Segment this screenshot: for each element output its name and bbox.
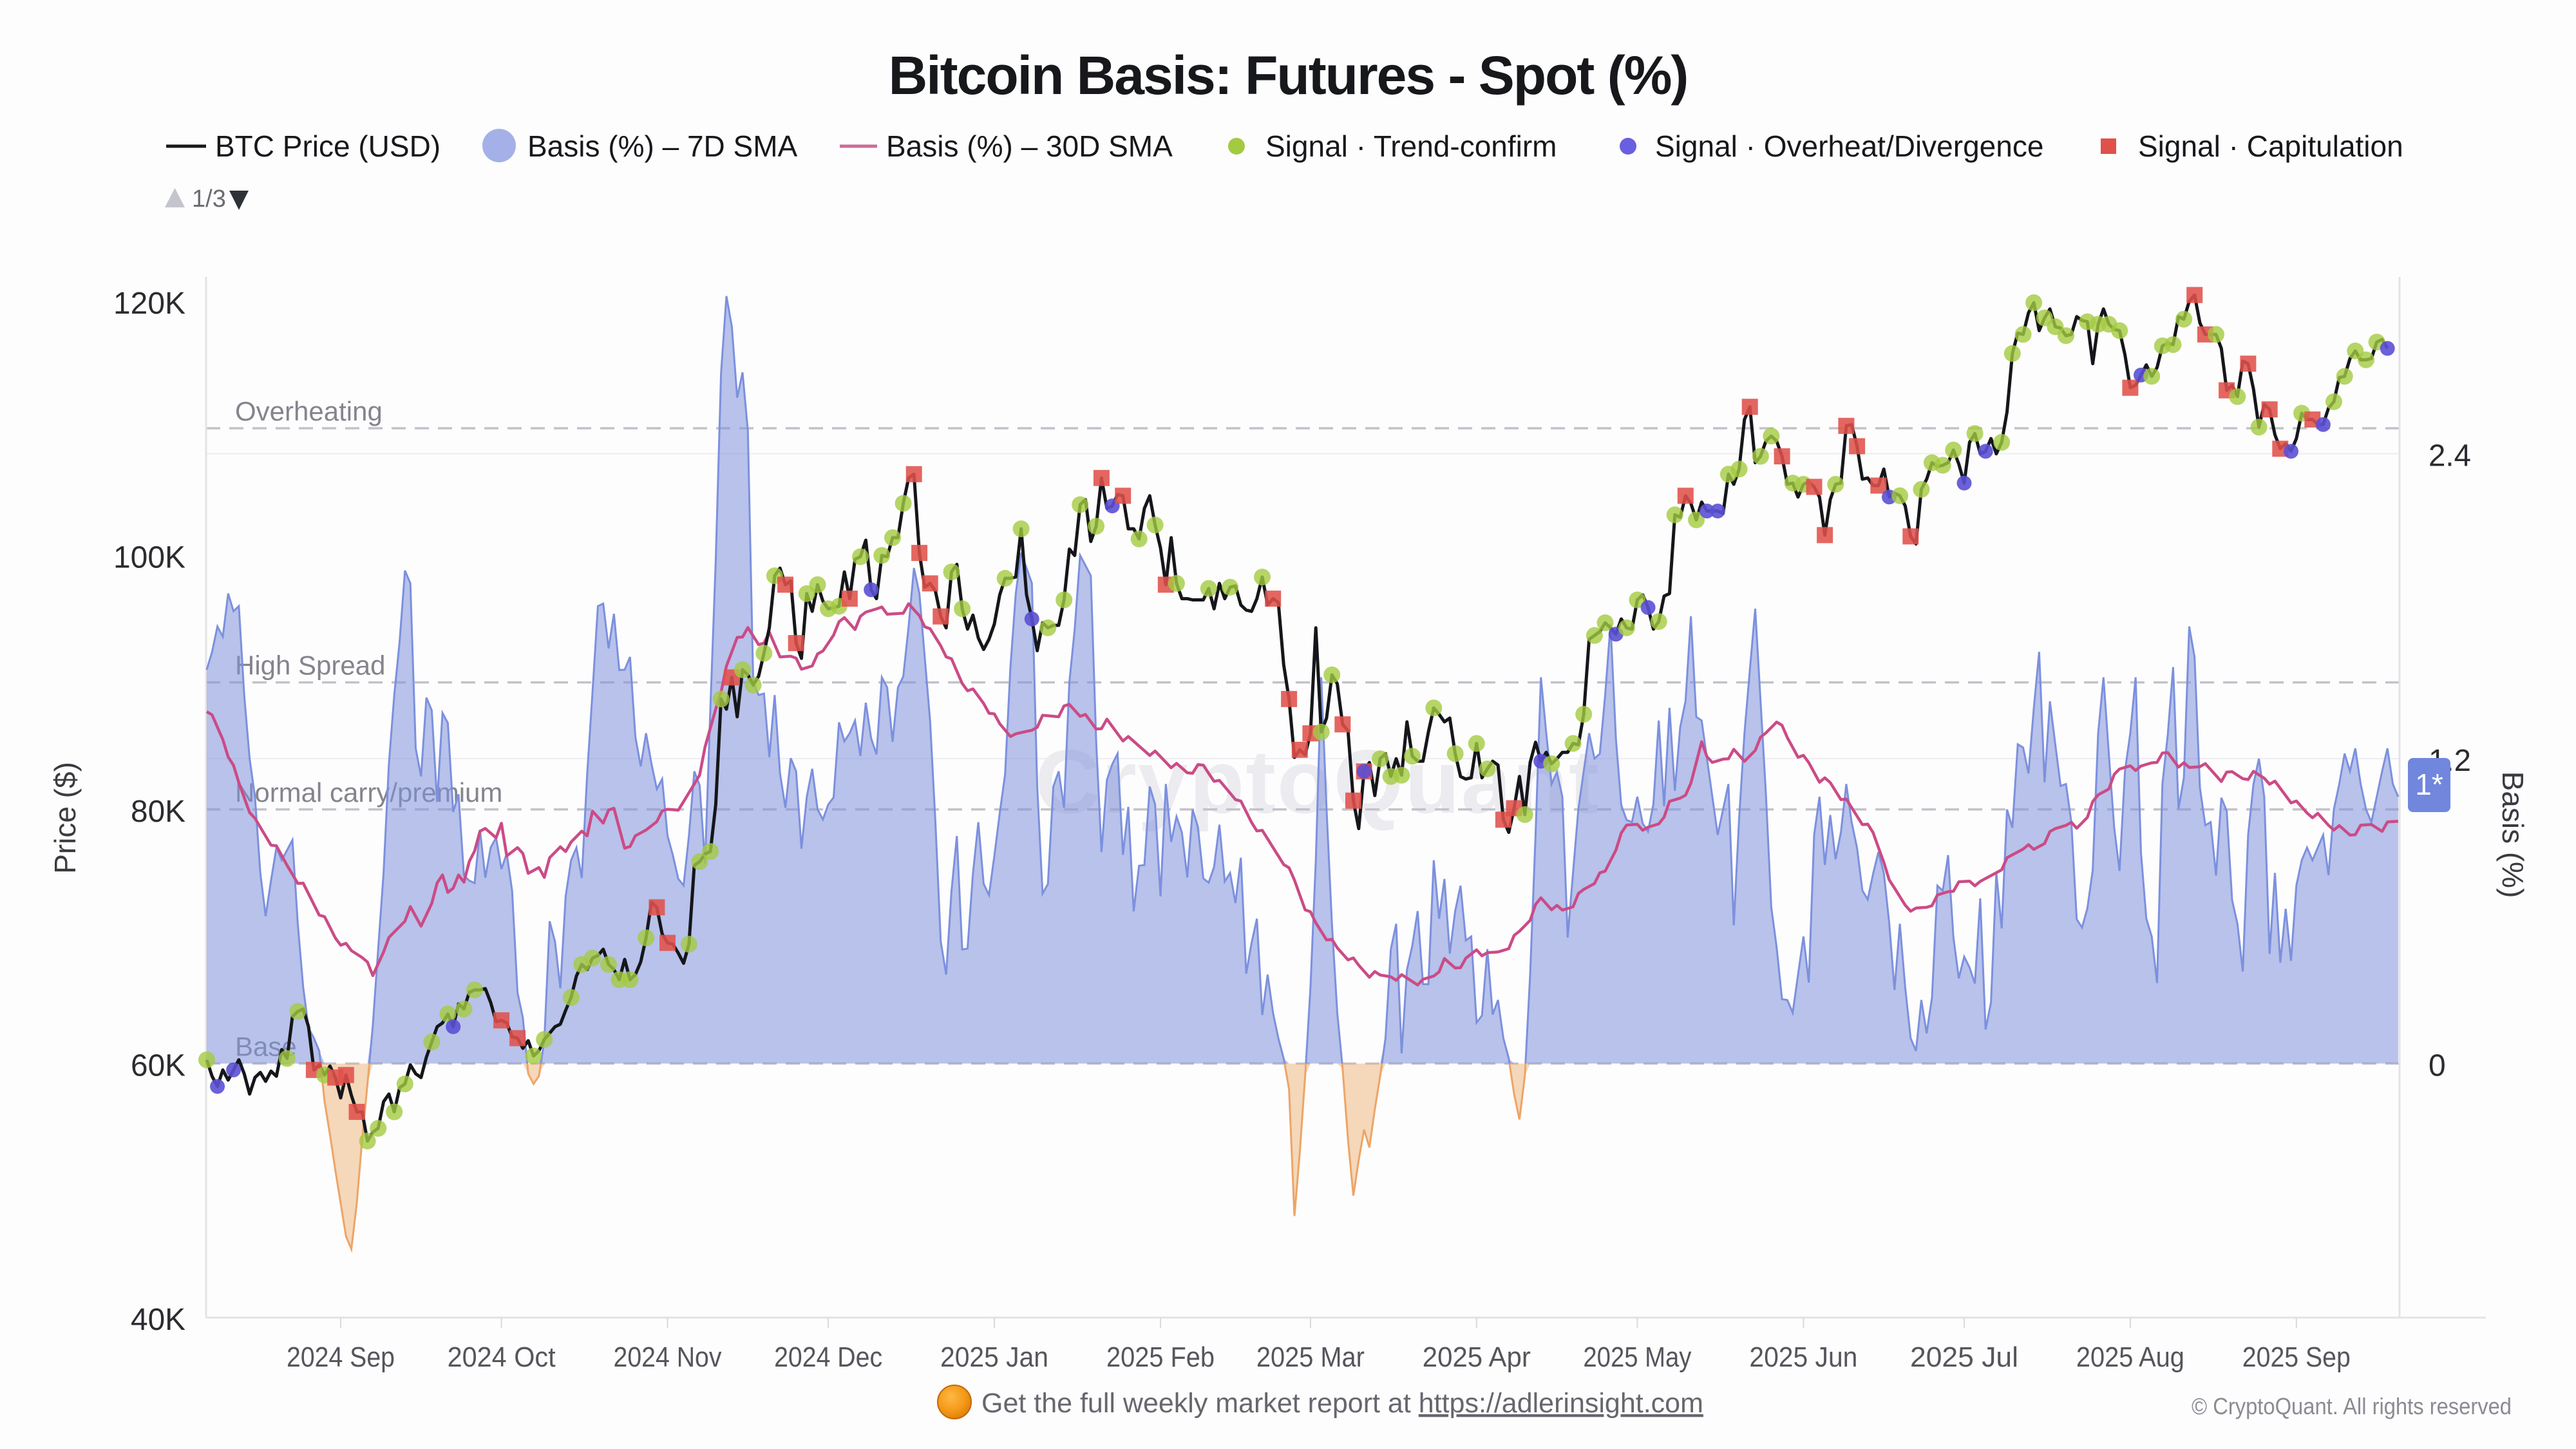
svg-text:2025 Jul: 2025 Jul (1910, 1341, 2018, 1373)
svg-text:2025 May: 2025 May (1583, 1341, 1691, 1373)
svg-text:High Spread: High Spread (235, 650, 385, 681)
svg-text:Price ($): Price ($) (48, 762, 82, 874)
svg-text:Signal · Trend-confirm: Signal · Trend-confirm (1265, 129, 1557, 163)
svg-text:2025 Sep: 2025 Sep (2242, 1341, 2351, 1373)
svg-text:Signal · Overheat/Divergence: Signal · Overheat/Divergence (1655, 129, 2043, 163)
svg-text:1*: 1* (2415, 768, 2443, 801)
svg-text:Get the full weekly market rep: Get the full weekly market report at htt… (981, 1388, 1703, 1419)
svg-text:100K: 100K (113, 541, 185, 575)
svg-text:Basis (%) – 30D SMA: Basis (%) – 30D SMA (886, 129, 1173, 163)
svg-text:Basis (%): Basis (%) (2496, 772, 2530, 898)
svg-text:Overheating: Overheating (235, 396, 383, 426)
svg-text:Signal · Capitulation: Signal · Capitulation (2138, 129, 2403, 163)
svg-text:Basis (%) – 7D SMA: Basis (%) – 7D SMA (527, 129, 798, 163)
svg-text:2025 Feb: 2025 Feb (1106, 1341, 1215, 1373)
svg-text:© CryptoQuant. All rights rese: © CryptoQuant. All rights reserved (2192, 1393, 2512, 1419)
svg-text:2025 Jun: 2025 Jun (1749, 1341, 1857, 1373)
svg-text:Bitcoin Basis: Futures - Spot: Bitcoin Basis: Futures - Spot (%) (889, 45, 1688, 106)
svg-text:60K: 60K (131, 1049, 185, 1083)
svg-text:2024 Sep: 2024 Sep (287, 1341, 395, 1373)
svg-text:1/3: 1/3 (192, 185, 226, 213)
svg-text:2025 Mar: 2025 Mar (1256, 1341, 1365, 1373)
svg-text:Normal carry/premium: Normal carry/premium (235, 777, 502, 808)
svg-text:BTC Price (USD): BTC Price (USD) (215, 129, 440, 163)
svg-text:2025 Apr: 2025 Apr (1423, 1341, 1531, 1373)
svg-text:2025 Jan: 2025 Jan (940, 1341, 1048, 1373)
svg-text:2025 Aug: 2025 Aug (2076, 1341, 2184, 1373)
svg-text:2.4: 2.4 (2429, 439, 2471, 473)
svg-text:40K: 40K (131, 1303, 185, 1337)
svg-text:2024 Oct: 2024 Oct (448, 1341, 556, 1373)
svg-text:120K: 120K (113, 287, 185, 321)
svg-text:2024 Nov: 2024 Nov (614, 1341, 722, 1373)
svg-text:2024 Dec: 2024 Dec (774, 1341, 882, 1373)
svg-text:0: 0 (2429, 1049, 2446, 1083)
svg-text:80K: 80K (131, 795, 185, 829)
